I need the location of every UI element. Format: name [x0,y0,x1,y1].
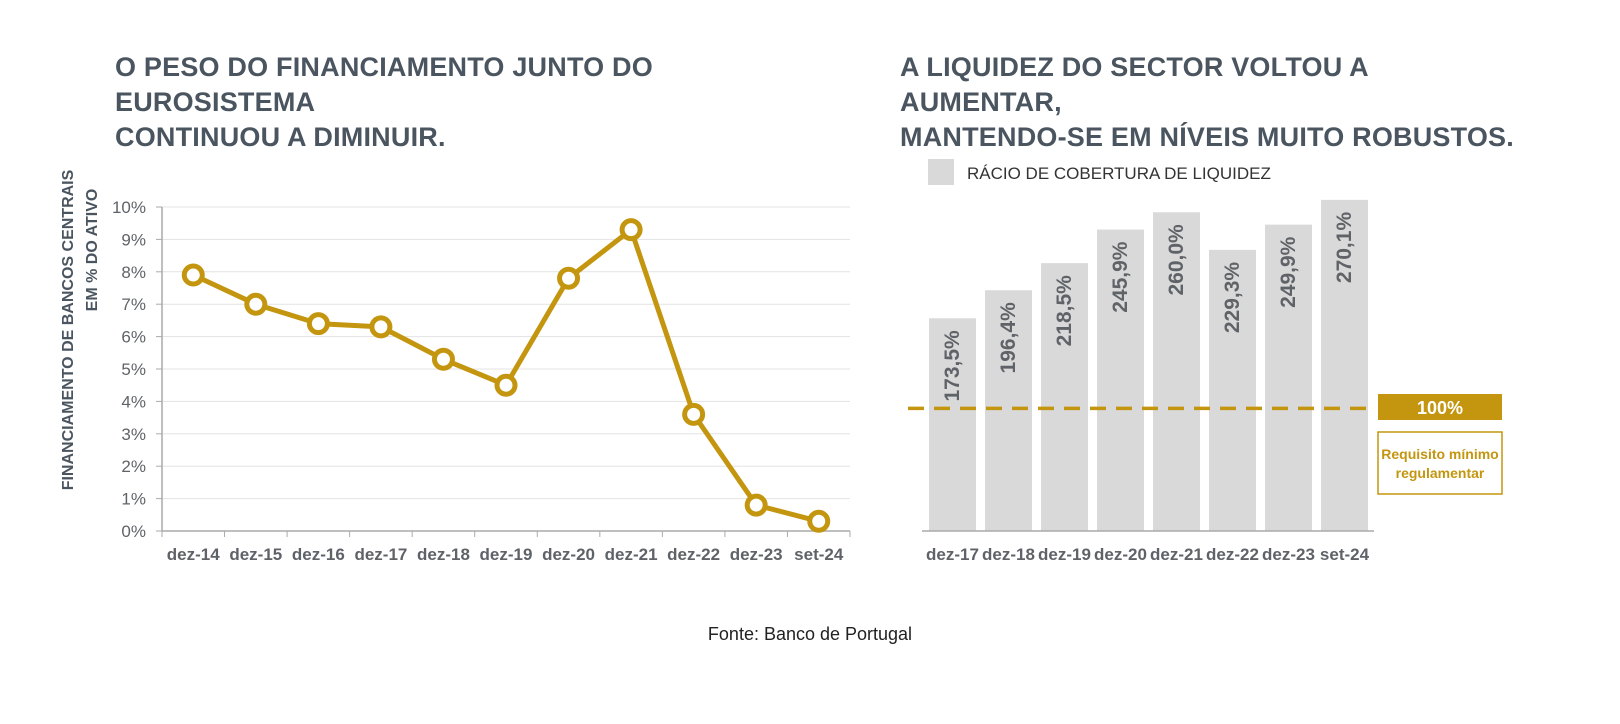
bar-chart-bar [1097,229,1144,532]
bar-chart-data-label: 173,5% [941,330,964,402]
bar-chart-bar [929,318,976,531]
bar-chart-data-label: 270,1% [1333,212,1356,284]
line-chart-point [244,292,268,316]
line-chart-series [181,218,831,533]
line-chart-x-tick-label: dez-20 [542,545,595,564]
bar-chart-data-label: 229,3% [1221,262,1244,334]
bar-chart-data-label: 260,0% [1165,224,1188,296]
bar-chart-bar [1321,199,1368,531]
line-chart-point [682,402,706,426]
bar-chart-data-label: 249,9% [1277,236,1300,308]
right-title-line2: MANTENDO-SE EM NÍVEIS MUITO ROBUSTOS. [900,122,1514,152]
line-chart-point [369,315,393,339]
bar-chart-data-label: 245,9% [1109,241,1132,313]
threshold-note-box [1377,431,1503,495]
line-chart-gridlines [162,206,850,500]
line-chart-y-axis-label-line1: FINANCIAMENTO DE BANCOS CENTRAIS [60,169,77,490]
bar-chart-x-tick-label: dez-18 [982,545,1035,564]
bar-chart-data-labels: 173,5% 196,4% 218,5% 245,9% 260,0% 229,3% 249,… [941,212,1356,402]
legend-swatch [928,159,954,185]
bar-chart-x-tick-label: dez-21 [1150,545,1203,564]
bar-chart-x-tick-label: dez-20 [1094,545,1147,564]
line-chart-point [181,263,205,287]
line-chart-y-tick-labels: 0% 1% 2% 3% 4% 5% 6% 7% 8% 9% 10% [112,198,146,541]
line-chart-y-tick-label: 0% [121,522,146,541]
bar-chart-x-tick-label: dez-23 [1262,545,1315,564]
line-chart-y-tick-label: 7% [121,295,146,314]
right-chart-title: A LIQUIDEZ DO SECTOR VOLTOU A AUMENTAR, … [900,50,1520,155]
threshold-badge [1378,394,1502,420]
bar-chart-bars [929,199,1368,532]
line-chart-y-tick-label: 4% [121,392,146,411]
line-chart-x-tick-label: dez-23 [730,545,783,564]
line-chart-x-tick-label: dez-16 [292,545,345,564]
line-chart-x-tick-label: dez-14 [167,545,220,564]
bar-chart-x-tick-labels: dez-17 dez-18 dez-19 dez-20 dez-21 dez-22 dez-… [926,545,1370,564]
bar-chart-x-tick-label: dez-19 [1038,545,1091,564]
line-chart-y-tick-label: 3% [121,425,146,444]
bar-chart-bar [1041,263,1088,531]
bar-chart-data-label: 218,5% [1053,275,1076,347]
line-chart-point [619,218,643,242]
bar-chart-data-label: 196,4% [997,302,1020,374]
line-chart-x-tick-label: dez-17 [354,545,407,564]
bar-chart-bar [1209,249,1256,531]
left-title-line2: CONTINUOU A DIMINUIR. [115,122,446,152]
bar-chart-bar [1153,212,1200,531]
line-chart-axes [156,206,851,537]
right-title-line1: A LIQUIDEZ DO SECTOR VOLTOU A AUMENTAR, [900,52,1368,117]
line-chart-y-tick-label: 1% [121,490,146,509]
line-chart-x-tick-labels: dez-14 dez-15 dez-16 dez-17 dez-18 dez-19 dez-… [167,545,844,564]
line-chart-point [557,266,581,290]
threshold-badge-label: 100% [1417,398,1463,418]
line-chart-point [306,312,330,336]
line-chart-y-tick-label: 6% [121,328,146,347]
threshold-note-line1: Requisito mínimo [1381,446,1498,462]
line-chart-y-tick-label: 9% [121,230,146,249]
legend-label: RÁCIO DE COBERTURA DE LIQUIDEZ [967,164,1271,183]
line-chart-y-axis-label-line2: EM % DO ATIVO [84,189,101,312]
line-chart-y-tick-label: 10% [112,198,146,217]
left-chart-title: O PESO DO FINANCIAMENTO JUNTO DO EUROSIS… [115,50,815,155]
line-chart-point [807,509,831,533]
line-chart-y-tick-label: 5% [121,360,146,379]
line-chart-y-tick-label: 8% [121,263,146,282]
bar-chart-x-tick-label: dez-17 [926,545,979,564]
bar-chart-bar [1265,224,1312,531]
threshold-note-line2: regulamentar [1396,465,1485,481]
line-chart-point [431,347,455,371]
left-title-line1: O PESO DO FINANCIAMENTO JUNTO DO EUROSIS… [115,52,653,117]
bar-chart-x-tick-label: set-24 [1320,545,1370,564]
line-chart-point [494,373,518,397]
line-chart-x-tick-label: dez-19 [480,545,533,564]
source-note: Fonte: Banco de Portugal [707,624,913,644]
line-chart-x-tick-label: dez-22 [667,545,720,564]
bar-chart-bar [985,290,1032,531]
bar-chart-x-tick-label: dez-22 [1206,545,1259,564]
line-chart-x-tick-label: dez-21 [605,545,658,564]
line-chart-x-tick-label: dez-15 [229,545,282,564]
line-chart-x-tick-label: set-24 [794,545,844,564]
line-chart-y-tick-label: 2% [121,457,146,476]
central-bank-funding-line-chart: 0%1%2%3%4%5%6%7%8%9%10% dez-14 dez-15 dez-… [60,169,851,564]
line-chart-x-tick-label: dez-18 [417,545,470,564]
line-chart-point [744,493,768,517]
